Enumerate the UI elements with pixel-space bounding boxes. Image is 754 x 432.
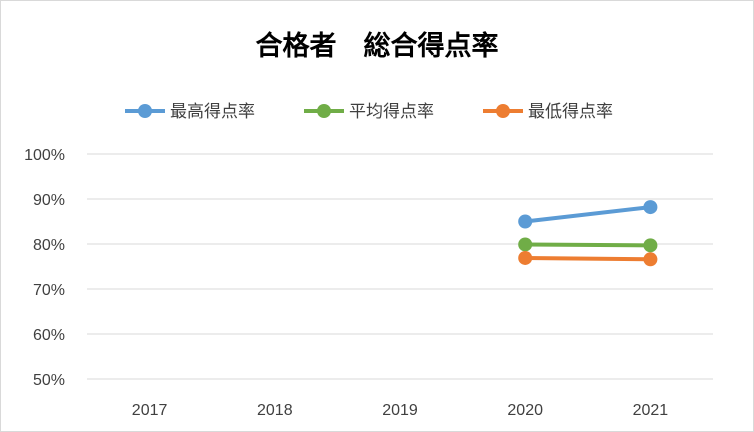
- x-tick-label: 2017: [132, 402, 168, 419]
- x-tick-label: 2020: [507, 402, 543, 419]
- legend-item: 最高得点率: [125, 102, 255, 122]
- legend-label: 平均得点率: [349, 102, 434, 122]
- y-tick-label: 100%: [24, 147, 65, 164]
- gridlines: [87, 153, 713, 380]
- data-point: [518, 214, 533, 229]
- y-tick-label: 60%: [33, 327, 65, 344]
- y-tick-label: 50%: [33, 372, 65, 389]
- series-line: [523, 255, 653, 262]
- legend-swatch-marker: [496, 104, 510, 118]
- legend: 最高得点率 平均得点率 最低得点率: [125, 102, 613, 122]
- data-point: [643, 200, 658, 215]
- series-line: [523, 242, 653, 248]
- legend-swatch-marker: [138, 104, 152, 118]
- y-axis-ticks: 50% 60% 70% 80% 90% 100%: [24, 147, 65, 389]
- data-point: [643, 252, 658, 267]
- legend-item: 最低得点率: [483, 102, 613, 122]
- series-0: [518, 200, 658, 229]
- legend-label: 最高得点率: [170, 102, 255, 122]
- y-tick-label: 90%: [33, 192, 65, 209]
- series-layer: [518, 200, 658, 267]
- y-tick-label: 70%: [33, 282, 65, 299]
- x-tick-label: 2018: [257, 402, 293, 419]
- data-point: [643, 238, 658, 253]
- series-2: [518, 250, 658, 267]
- y-tick-label: 80%: [33, 237, 65, 254]
- series-1: [518, 237, 658, 253]
- legend-item: 平均得点率: [304, 102, 434, 122]
- legend-label: 最低得点率: [528, 102, 613, 122]
- series-line: [523, 205, 653, 224]
- x-tick-label: 2019: [382, 402, 418, 419]
- legend-swatch-marker: [317, 104, 331, 118]
- data-point: [518, 237, 533, 252]
- data-point: [518, 250, 533, 265]
- x-axis-ticks: 2017 2018 2019 2020 2021: [132, 402, 668, 419]
- x-tick-label: 2021: [633, 402, 669, 419]
- chart-title: 合格者 総合得点率: [256, 30, 499, 62]
